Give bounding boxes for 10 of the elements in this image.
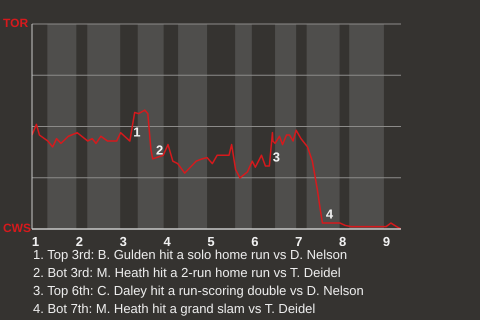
annotation: 2 (156, 142, 164, 158)
text: 3. Top 6th: C. Daley hit a run-scoring double vs D. Nelson (33, 282, 364, 300)
annotation: 3 (272, 149, 280, 164)
text: CWS (3, 221, 31, 235)
text: 2. Bot 3rd: M. Heath hit a 2-run home run vs T. Deidel (33, 264, 342, 282)
annotation: 1 (133, 124, 140, 140)
text: 4. Bot 7th: M. Heath hit a grand slam vs T. Deidel (33, 300, 316, 318)
x-tick-label: 9 (382, 234, 390, 250)
annotation: 4 (326, 206, 334, 222)
text: TOR (3, 16, 28, 30)
